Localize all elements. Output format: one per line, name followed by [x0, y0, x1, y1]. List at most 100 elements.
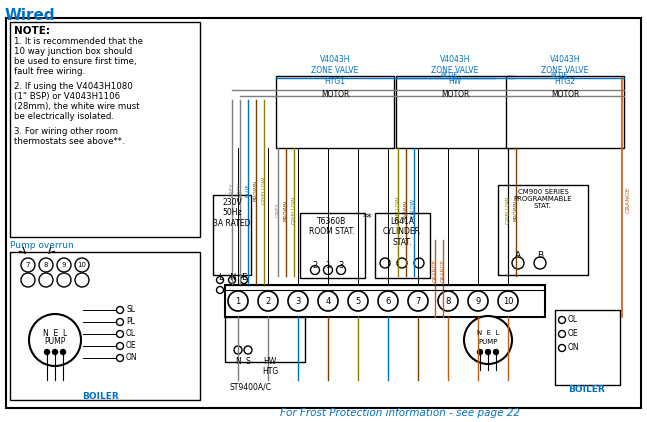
Circle shape: [228, 291, 248, 311]
Circle shape: [311, 265, 320, 274]
Circle shape: [558, 330, 565, 338]
Text: S: S: [246, 357, 250, 366]
Text: be electrically isolated.: be electrically isolated.: [14, 112, 114, 121]
Circle shape: [498, 291, 518, 311]
Circle shape: [29, 314, 81, 366]
Text: MOTOR: MOTOR: [441, 90, 469, 99]
Circle shape: [485, 349, 490, 354]
Circle shape: [244, 346, 252, 354]
Circle shape: [217, 276, 223, 284]
Circle shape: [324, 265, 333, 274]
Circle shape: [116, 319, 124, 325]
Text: BLUE: BLUE: [440, 72, 457, 78]
Circle shape: [228, 276, 236, 284]
Text: ST9400A/C: ST9400A/C: [229, 382, 271, 391]
Text: V4043H
ZONE VALVE
HTG1: V4043H ZONE VALVE HTG1: [311, 55, 358, 86]
Circle shape: [116, 354, 124, 362]
Circle shape: [75, 273, 89, 287]
Text: For Frost Protection information - see page 22: For Frost Protection information - see p…: [280, 408, 520, 418]
Bar: [525, 85, 605, 135]
Text: BOILER: BOILER: [82, 392, 118, 401]
Circle shape: [336, 265, 345, 274]
Text: MOTOR: MOTOR: [551, 90, 579, 99]
Circle shape: [464, 316, 512, 364]
Circle shape: [414, 258, 424, 268]
Text: YELLOW: YELLOW: [411, 199, 417, 221]
Text: 6: 6: [386, 297, 391, 306]
Circle shape: [571, 116, 583, 128]
Circle shape: [341, 116, 353, 128]
Text: SL: SL: [126, 306, 135, 314]
Circle shape: [61, 349, 65, 354]
Circle shape: [258, 291, 278, 311]
Text: N  E  L: N E L: [43, 328, 67, 338]
Circle shape: [558, 344, 565, 352]
Bar: [506, 76, 624, 148]
Text: BROWN: BROWN: [254, 179, 259, 200]
Circle shape: [234, 346, 242, 354]
Text: V4043H
ZONE VALVE
HTG2: V4043H ZONE VALVE HTG2: [542, 55, 589, 86]
Text: G/YELLOW: G/YELLOW: [505, 196, 510, 224]
Circle shape: [116, 330, 124, 338]
Text: OL: OL: [568, 316, 578, 325]
Text: thermostats see above**.: thermostats see above**.: [14, 137, 125, 146]
Text: Pump overrun: Pump overrun: [10, 241, 74, 250]
Text: L641A
CYLINDER
STAT.: L641A CYLINDER STAT.: [383, 217, 421, 247]
Circle shape: [348, 291, 368, 311]
Text: 10: 10: [78, 262, 87, 268]
Text: NOTE:: NOTE:: [14, 26, 50, 36]
Bar: [300, 213, 365, 278]
Text: 7: 7: [26, 262, 30, 268]
Text: N  E  L: N E L: [477, 330, 499, 336]
Circle shape: [75, 258, 89, 272]
Text: B: B: [537, 251, 543, 260]
Bar: [498, 185, 588, 275]
Text: 1: 1: [236, 297, 241, 306]
Circle shape: [21, 258, 35, 272]
Text: GREY: GREY: [230, 183, 234, 197]
Text: (1" BSP) or V4043H1106: (1" BSP) or V4043H1106: [14, 92, 120, 101]
Text: 2: 2: [313, 260, 318, 270]
Text: 8: 8: [445, 297, 451, 306]
Text: ON: ON: [126, 354, 138, 362]
Bar: [10, 252, 200, 400]
Circle shape: [534, 257, 546, 269]
Text: **: **: [363, 213, 373, 223]
Text: 1. It is recommended that the: 1. It is recommended that the: [14, 37, 143, 46]
Text: ORANGE: ORANGE: [441, 258, 446, 281]
Text: E: E: [241, 273, 247, 282]
Text: T6360B
ROOM STAT.: T6360B ROOM STAT.: [309, 217, 355, 236]
Text: (28mm), the white wire must: (28mm), the white wire must: [14, 102, 140, 111]
Text: PUMP: PUMP: [44, 336, 66, 346]
Circle shape: [57, 273, 71, 287]
Text: 5: 5: [355, 297, 360, 306]
Circle shape: [461, 116, 473, 128]
Text: BROWN: BROWN: [283, 199, 289, 221]
Text: OE: OE: [568, 330, 578, 338]
Text: GREY: GREY: [237, 183, 243, 197]
Circle shape: [477, 349, 483, 354]
Circle shape: [397, 258, 407, 268]
Circle shape: [317, 116, 329, 128]
Circle shape: [494, 349, 498, 354]
Circle shape: [116, 343, 124, 349]
Text: be used to ensure first time,: be used to ensure first time,: [14, 57, 137, 66]
Text: N: N: [229, 273, 236, 282]
Text: A: A: [515, 251, 521, 260]
Bar: [415, 85, 495, 135]
Circle shape: [437, 116, 449, 128]
Text: Wired: Wired: [5, 8, 56, 23]
Circle shape: [468, 291, 488, 311]
Circle shape: [558, 316, 565, 324]
Bar: [225, 317, 305, 362]
Text: G/YELLOW: G/YELLOW: [395, 196, 400, 224]
Bar: [276, 76, 394, 148]
Bar: [396, 76, 514, 148]
Text: BLUE: BLUE: [245, 183, 250, 197]
Bar: [295, 85, 375, 135]
Circle shape: [21, 273, 35, 287]
Circle shape: [241, 276, 248, 284]
Text: 9: 9: [476, 297, 481, 306]
Text: BROWN: BROWN: [404, 199, 408, 221]
Text: 3: 3: [295, 297, 301, 306]
